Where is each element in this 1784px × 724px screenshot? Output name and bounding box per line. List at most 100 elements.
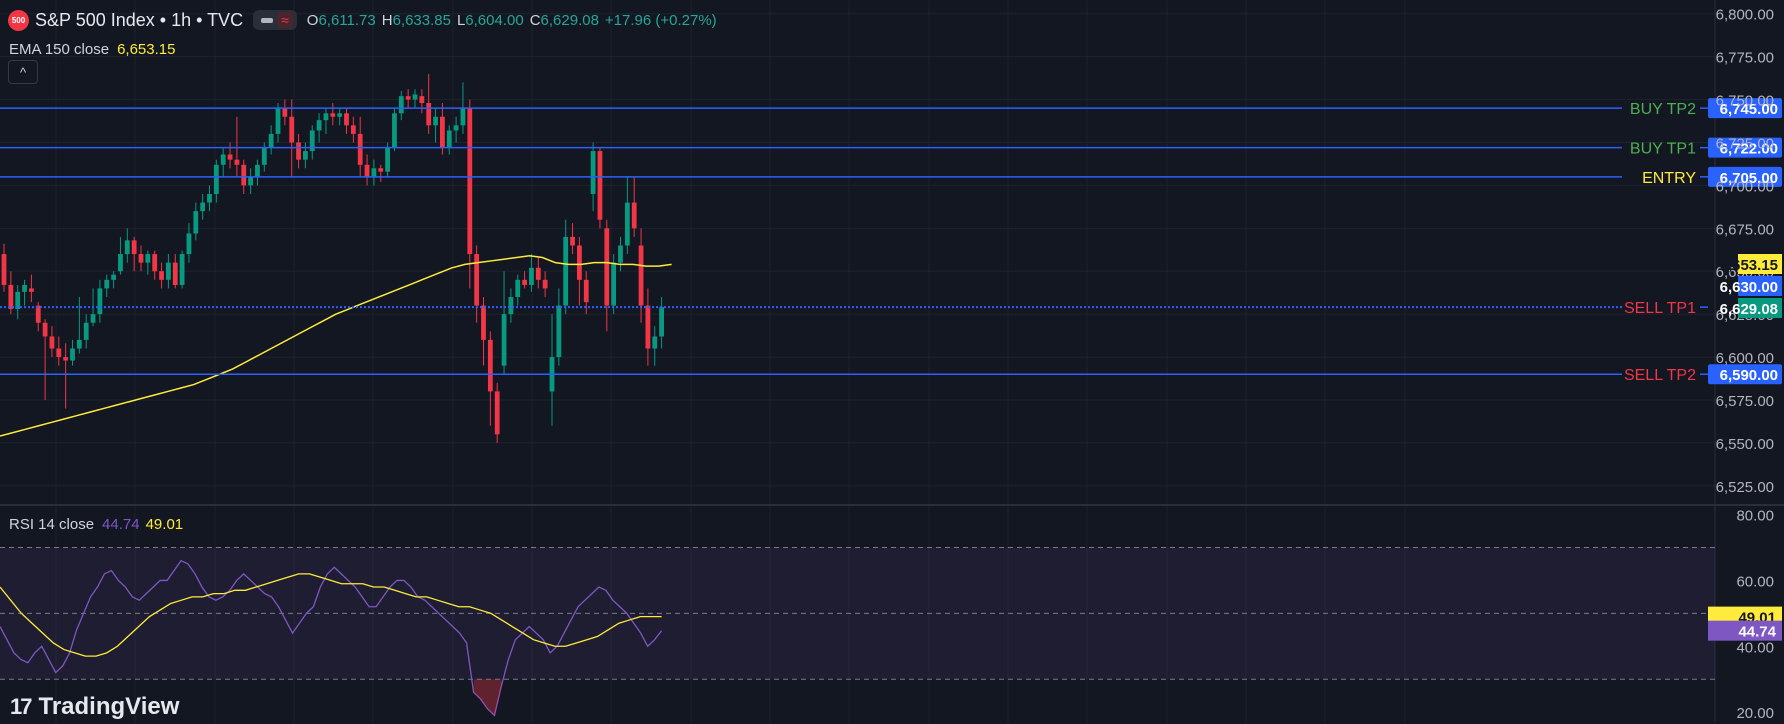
- candle-body: [296, 142, 301, 160]
- price-tick-label: 6,775.00: [1716, 50, 1774, 67]
- candle-body: [330, 113, 336, 117]
- candle-body: [433, 116, 438, 126]
- candle-body: [76, 339, 82, 349]
- chevron-up-icon: ^: [19, 64, 27, 80]
- candle-body: [378, 168, 384, 172]
- candle-body: [392, 113, 397, 148]
- tradingview-wordmark: TradingView: [38, 693, 180, 720]
- candle-body: [49, 336, 55, 349]
- candle-body: [467, 108, 473, 255]
- ema-legend-value: 6,653.15: [117, 41, 176, 58]
- ohlc-low: L6,604.00: [456, 11, 524, 29]
- tradingview-mark-icon: 17: [10, 694, 33, 719]
- level-price-badge: [1708, 364, 1782, 385]
- candle-body: [535, 267, 541, 280]
- candle-body: [556, 305, 562, 358]
- candle-body: [542, 279, 548, 289]
- candle-body: [446, 130, 452, 148]
- tradingview-logo[interactable]: 17 TradingView: [10, 693, 179, 721]
- candle-body: [97, 288, 103, 315]
- symbol-header: 500 S&P 500 Index • 1h • TVC ≈ O6,611.73…: [8, 9, 717, 31]
- candle-body: [371, 168, 377, 177]
- candle-body: [275, 108, 281, 134]
- candle-body: [29, 288, 34, 292]
- price-badge-text: 6,629.08: [1720, 301, 1778, 318]
- candle-body: [8, 284, 14, 310]
- candle-body: [529, 267, 534, 285]
- candle-body: [289, 116, 295, 143]
- chart-mode-toggle[interactable]: ≈: [253, 10, 297, 30]
- level-price-text: 6,722.00: [1720, 141, 1778, 158]
- candle-body: [577, 245, 582, 280]
- level-label: BUY TP1: [1630, 141, 1696, 158]
- candle-body: [255, 164, 260, 177]
- price-badges: 6,653.15 6,630.00 6,629.08: [1720, 254, 1782, 318]
- price-badge: [1738, 254, 1782, 274]
- rsi-ma-legend-value: 49.01: [145, 516, 184, 533]
- candle-body: [248, 176, 253, 186]
- rsi-value-badge: [1708, 620, 1782, 641]
- price-axis[interactable]: 6,800.00 6,775.00 6,750.00 6,725.00 6,700.00…: [1716, 7, 1774, 496]
- candle-body: [323, 113, 329, 121]
- symbol-title[interactable]: S&P 500 Index • 1h • TVC: [35, 9, 244, 30]
- level-price-badge: [1708, 137, 1782, 158]
- candle-body: [419, 96, 425, 104]
- candle-body: [611, 262, 617, 306]
- candle-body: [104, 279, 110, 289]
- candle-body: [487, 339, 493, 392]
- rsi-legend-value: 44.74: [102, 516, 140, 533]
- candle-body: [15, 291, 21, 310]
- ema-legend-name: EMA 150 close: [9, 41, 110, 58]
- candle-body: [56, 348, 62, 358]
- collapse-legend-button[interactable]: ^: [8, 60, 38, 84]
- candle-series: [1, 73, 664, 443]
- candle-body: [570, 236, 575, 246]
- level-price-text: 6,590.00: [1720, 367, 1778, 384]
- price-tick-label: 6,525.00: [1716, 479, 1774, 496]
- candle-body: [638, 245, 644, 306]
- price-tick-label: 6,550.00: [1716, 436, 1774, 453]
- candle-body: [22, 284, 27, 292]
- rsi-lines: [0, 559, 663, 717]
- candle-body: [508, 296, 514, 315]
- rsi-legend[interactable]: RSI 14 close 44.74 49.01: [9, 516, 183, 533]
- candle-body: [145, 254, 151, 263]
- level-label: ENTRY: [1642, 170, 1696, 187]
- candle-body: [1, 254, 7, 285]
- candle-body: [63, 357, 69, 361]
- ema-legend[interactable]: EMA 150 close 6,653.15: [9, 41, 175, 58]
- candle-body: [645, 305, 651, 349]
- candle-body: [618, 245, 623, 263]
- rsi-oversold-fill: [473, 679, 502, 716]
- candle-body: [426, 103, 432, 126]
- candle-body: [624, 202, 630, 246]
- price-tick-label: 6,675.00: [1716, 221, 1774, 238]
- price-tick-label: 6,700.00: [1716, 178, 1774, 195]
- candle-body: [227, 154, 233, 160]
- candle-body: [186, 233, 192, 255]
- candle-body: [111, 274, 116, 280]
- candle-body: [398, 96, 404, 114]
- price-tick-label: 6,725.00: [1716, 135, 1774, 152]
- candle-body: [200, 202, 206, 212]
- minus-icon: [261, 17, 274, 23]
- candle-body: [309, 130, 315, 152]
- candle-body: [138, 254, 144, 263]
- candle-body: [474, 254, 480, 306]
- price-tick-label: 6,600.00: [1716, 350, 1774, 367]
- candle-body: [303, 151, 308, 160]
- candle-body: [35, 305, 41, 323]
- candle-body: [179, 254, 185, 285]
- candle-body: [357, 133, 363, 165]
- rsi-background: [0, 547, 1715, 680]
- ohlc-open: O6,611.73: [306, 11, 376, 29]
- price-change: +17.96 (+0.27%): [604, 11, 717, 29]
- rsi-tick-label: 80.00: [1736, 508, 1774, 525]
- candle-body: [481, 305, 486, 340]
- candle-body: [159, 271, 164, 280]
- rsi-tick-label: 20.00: [1736, 705, 1774, 722]
- price-tick-label: 6,575.00: [1716, 393, 1774, 410]
